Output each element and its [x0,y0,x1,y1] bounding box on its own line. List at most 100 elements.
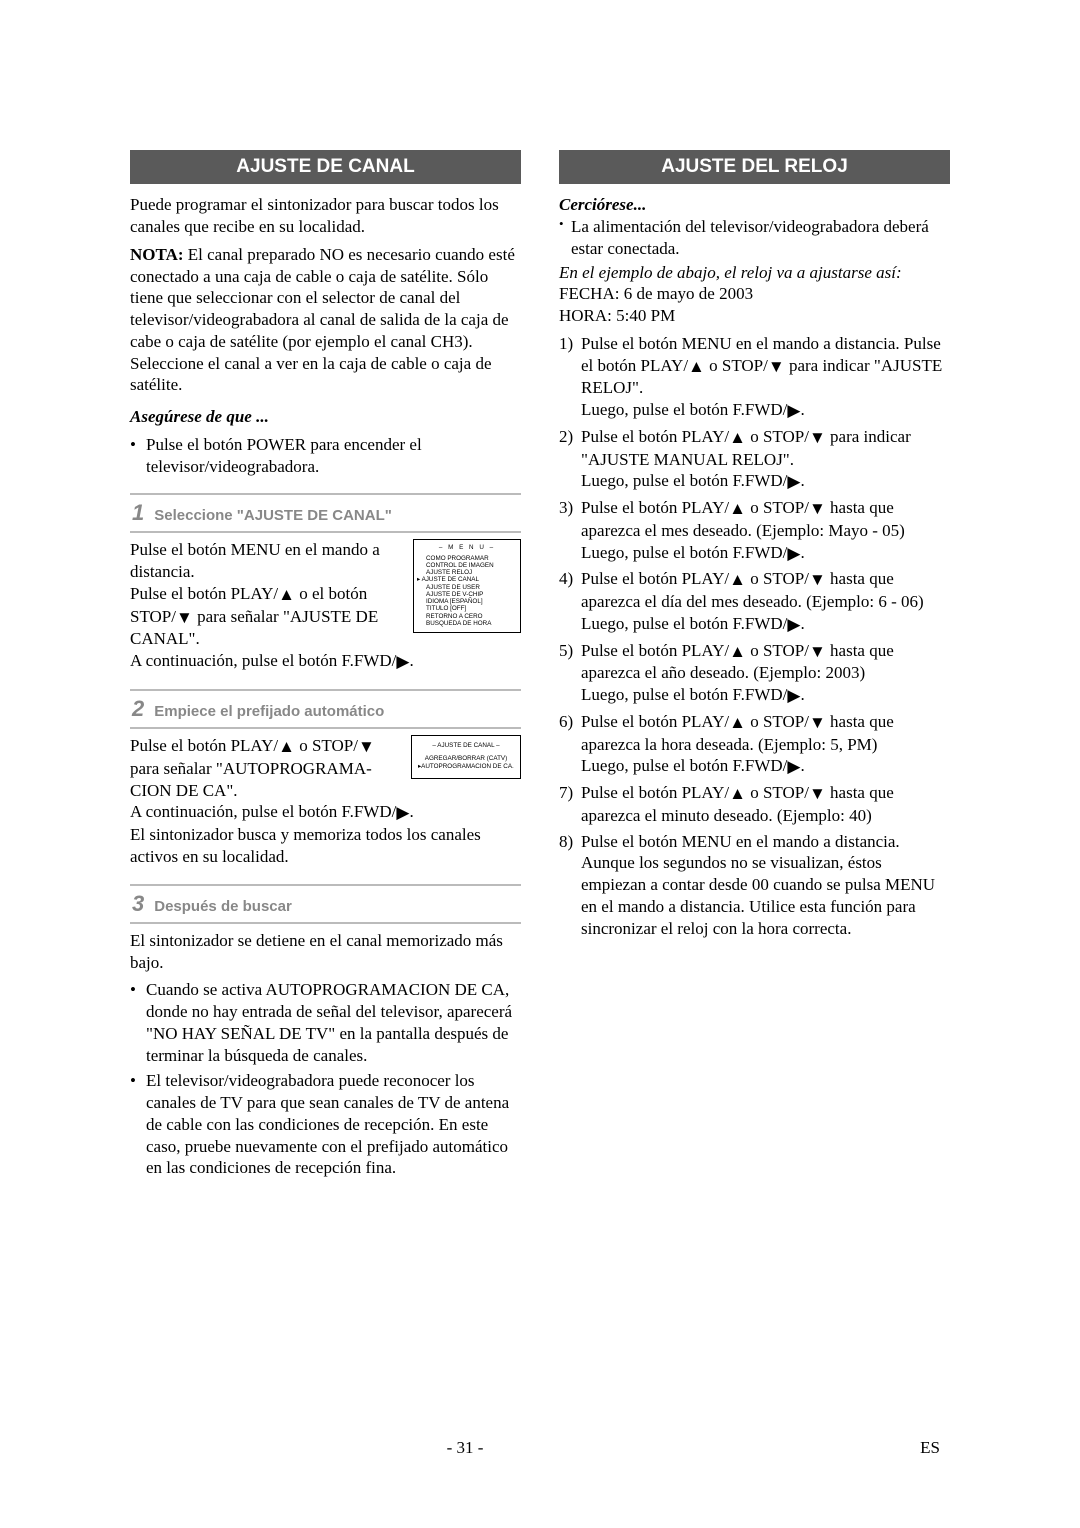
triangle-up-icon: ▲ [729,427,746,449]
menu2-l2t: AUTOPROGRAMACION DE CA. [421,763,514,770]
menu1-line: COMO PROGRAMAR [420,555,514,562]
triangle-down-icon: ▼ [809,783,826,805]
triangle-up-icon: ▲ [729,712,746,734]
nota-label: NOTA: [130,245,184,264]
s2b1: A continuación, pulse el botón F.FWD/ [130,802,396,821]
left-nota: NOTA: El canal preparado NO es necesario… [130,244,521,396]
numbered-step: 5)Pulse el botón PLAY/▲ o STOP/▼ hasta q… [559,640,950,707]
step1-head: 1 Seleccione "AJUSTE DE CANAL" [130,493,521,533]
s2b2: . [409,802,413,821]
menu2-title: – AJUSTE DE CANAL – [416,742,516,751]
step-text: Pulse el botón MENU en el mando a distan… [581,831,950,940]
section-header-left: AJUSTE DE CANAL [130,150,521,184]
triangle-down-icon: ▼ [176,607,193,629]
step1-text-c: A continuación, pulse el botón F.FWD/▶. [130,650,521,673]
triangle-down-icon: ▼ [809,498,826,520]
step-text: Pulse el botón PLAY/▲ o STOP/▼ hasta que… [581,497,950,564]
left-column: AJUSTE DE CANAL Puede programar el sinto… [130,150,521,1183]
step-number: 3) [559,497,581,564]
triangle-right-icon: ▶ [787,685,800,707]
triangle-right-icon: ▸ [417,576,420,583]
menu1-line: RETORNO A CERO [420,613,514,620]
assure-heading: Asegúrese de que ... [130,406,521,428]
step-number: 5) [559,640,581,707]
step-number: 2) [559,426,581,493]
step2-num: 2 [132,695,144,723]
s1c2: . [409,651,413,670]
triangle-down-icon: ▼ [809,427,826,449]
triangle-up-icon: ▲ [278,584,295,606]
bullet-dot: • [559,216,571,260]
triangle-right-icon: ▶ [396,651,409,673]
menu1-line: AJUSTE DE USER [420,584,514,591]
step3-bullet2: • El televisor/videograbadora puede reco… [130,1070,521,1179]
triangle-right-icon: ▶ [787,756,800,778]
step-text: Pulse el botón PLAY/▲ o STOP/▼ para indi… [581,426,950,493]
numbered-step: 1)Pulse el botón MENU en el mando a dist… [559,333,950,422]
cerc-item: La alimentación del televisor/videograba… [571,216,950,260]
step-text: Pulse el botón PLAY/▲ o STOP/▼ hasta que… [581,568,950,635]
triangle-right-icon: ▶ [787,614,800,636]
example-line: En el ejemplo de abajo, el reloj va a aj… [559,262,950,284]
triangle-down-icon: ▼ [809,569,826,591]
right-steps: 1)Pulse el botón MENU en el mando a dist… [559,333,950,940]
triangle-up-icon: ▲ [688,356,705,378]
numbered-step: 7)Pulse el botón PLAY/▲ o STOP/▼ hasta q… [559,782,950,827]
cerc-heading: Cerciórese... [559,194,950,216]
triangle-right-icon: ▶ [787,543,800,565]
step3-head: 3 Después de buscar [130,884,521,924]
bullet-dot: • [130,434,146,478]
assure-item: Pulse el botón POWER para encender el te… [146,434,521,478]
numbered-step: 8)Pulse el botón MENU en el mando a dist… [559,831,950,940]
menu2-line2: ▸AUTOPROGRAMACION DE CA. [416,763,516,772]
triangle-down-icon: ▼ [809,712,826,734]
step3-title: Después de buscar [154,897,292,916]
menu1-lines: COMO PROGRAMARCONTROL DE IMAGENAJUSTE RE… [420,555,514,627]
step3-text-a: El sintonizador se detiene en el canal m… [130,930,521,974]
s2a1: Pulse el botón PLAY/ [130,736,278,755]
numbered-step: 2)Pulse el botón PLAY/▲ o STOP/▼ para in… [559,426,950,493]
s2a2: o STOP/ [295,736,358,755]
menu1-line: TITULO [OFF] [420,605,514,612]
page-footer: - 31 - ES [0,1438,1080,1458]
step-number: 6) [559,711,581,778]
menu1-line: IDIOMA [ESPAÑOL] [420,598,514,605]
numbered-step: 6)Pulse el botón PLAY/▲ o STOP/▼ hasta q… [559,711,950,778]
menu1-line: BUSQUEDA DE HORA [420,620,514,627]
menu-screen-2: – AJUSTE DE CANAL – AGREGAR/BORRAR (CATV… [411,735,521,779]
menu1-title: – M E N U – [420,544,514,551]
bullet-dot: • [130,979,146,1066]
step2-text-b: A continuación, pulse el botón F.FWD/▶. [130,801,521,824]
bullet-dot: • [130,1070,146,1179]
step2-text-c: El sintonizador busca y memoriza todos l… [130,824,521,868]
triangle-up-icon: ▲ [729,641,746,663]
triangle-down-icon: ▼ [358,736,375,758]
triangle-up-icon: ▲ [729,498,746,520]
step-number: 4) [559,568,581,635]
menu1-line: AJUSTE RELOJ [420,569,514,576]
step-text: Pulse el botón MENU en el mando a distan… [581,333,950,422]
step3-num: 3 [132,890,144,918]
triangle-right-icon: ▶ [787,471,800,493]
step3-bullet1: • Cuando se activa AUTOPROGRAMACION DE C… [130,979,521,1066]
triangle-right-icon: ▶ [787,400,800,422]
page-columns: AJUSTE DE CANAL Puede programar el sinto… [130,150,950,1183]
triangle-up-icon: ▲ [278,736,295,758]
step-number: 8) [559,831,581,940]
left-intro: Puede programar el sintonizador para bus… [130,194,521,238]
step-number: 7) [559,782,581,827]
page-lang: ES [920,1438,940,1458]
step1-title: Seleccione "AJUSTE DE CANAL" [154,506,392,525]
numbered-step: 4)Pulse el botón PLAY/▲ o STOP/▼ hasta q… [559,568,950,635]
menu-screen-1: – M E N U – COMO PROGRAMARCONTROL DE IMA… [413,539,521,633]
step2-title: Empiece el prefijado automático [154,702,384,721]
s2a3: para señalar "AUTOPROGRAMA-CION DE CA". [130,759,372,800]
right-column: AJUSTE DEL RELOJ Cerciórese... • La alim… [559,150,950,1183]
step3-b1: Cuando se activa AUTOPROGRAMACION DE CA,… [146,979,521,1066]
step1-num: 1 [132,499,144,527]
triangle-right-icon: ▶ [396,802,409,824]
step-text: Pulse el botón PLAY/▲ o STOP/▼ hasta que… [581,711,950,778]
s1c1: A continuación, pulse el botón F.FWD/ [130,651,396,670]
cerc-bullet: • La alimentación del televisor/videogra… [559,216,950,260]
nota-text: El canal preparado NO es necesario cuand… [130,245,515,395]
